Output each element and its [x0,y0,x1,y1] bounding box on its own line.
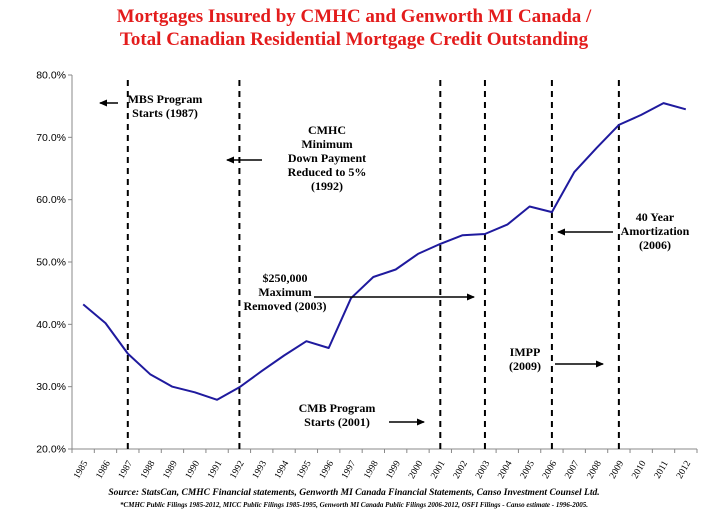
chart-title-line-2: Total Canadian Residential Mortgage Cred… [119,29,589,50]
x-tick-label: 2001 [429,459,447,481]
annotation-6: IMPP(2009) [509,345,604,373]
annotation-text: Starts (1987) [132,106,198,120]
x-tick-label: 1988 [139,459,157,481]
annotation-text: 40 Year [636,210,675,224]
y-tick-label: 40.0% [36,319,66,331]
annotation-text: Down Payment [288,151,366,165]
chart-title-line-1: Mortgages Insured by CMHC and Genworth M… [116,6,592,27]
x-tick-label: 1994 [273,459,291,481]
x-tick-label: 2009 [608,459,626,481]
x-tick-label: 1996 [318,459,336,481]
y-tick-label: 70.0% [36,132,66,144]
x-tick-label: 2008 [586,459,604,481]
x-tick-label: 1987 [117,459,135,481]
x-tick-label: 1986 [95,459,113,481]
annotation-text: Amortization [621,224,690,238]
y-tick-label: 80.0% [36,70,66,82]
annotation-text: MBS Program [128,92,203,106]
annotation-text: CMB Program [299,401,376,415]
x-tick-label: 1990 [184,459,202,481]
x-tick-label: 1997 [340,459,358,481]
x-tick-label: 2004 [496,459,514,481]
source-footnote: *CMHC Public Filings 1985-2012, MICC Pub… [120,501,588,509]
annotation-text: IMPP [510,345,541,359]
x-tick-label: 2012 [675,459,693,481]
x-tick-label: 1991 [206,459,224,481]
source-note: Source: StatsCan, CMHC Financial stateme… [108,488,600,498]
x-tick-label: 1998 [363,459,381,481]
annotation-text: Removed (2003) [244,299,327,313]
x-tick-label: 2005 [519,459,537,481]
x-tick-label: 2006 [541,459,559,481]
y-tick-label: 20.0% [36,444,66,456]
annotation-text: (2009) [509,359,541,373]
x-tick-label: 2011 [653,459,671,480]
annotation-text: $250,000 [263,271,308,285]
annotation-text: Starts (2001) [304,415,370,429]
series-line [82,102,687,401]
y-tick-label: 30.0% [36,381,66,393]
x-tick-label: 1999 [385,459,403,481]
x-tick-label: 1985 [72,459,90,481]
x-tick-label: 2000 [407,459,425,481]
x-tick-label: 2010 [630,459,648,481]
annotation-text: (1992) [311,179,343,193]
x-tick-label: 1992 [229,459,247,481]
annotation-text: CMHC [308,123,346,137]
x-tick-label: 2003 [474,459,492,481]
annotation-text: Maximum [258,285,311,299]
annotation-text: (2006) [639,238,671,252]
x-tick-label: 2002 [452,459,470,481]
x-tick-label: 1989 [162,459,180,481]
annotation-text: Reduced to 5% [288,165,367,179]
x-tick-label: 1995 [296,459,314,481]
annotation-text: Minimum [301,137,352,151]
x-tick-label: 2007 [563,459,581,481]
x-tick-label: 1993 [251,459,269,481]
y-tick-label: 60.0% [36,194,66,206]
y-tick-label: 50.0% [36,257,66,269]
